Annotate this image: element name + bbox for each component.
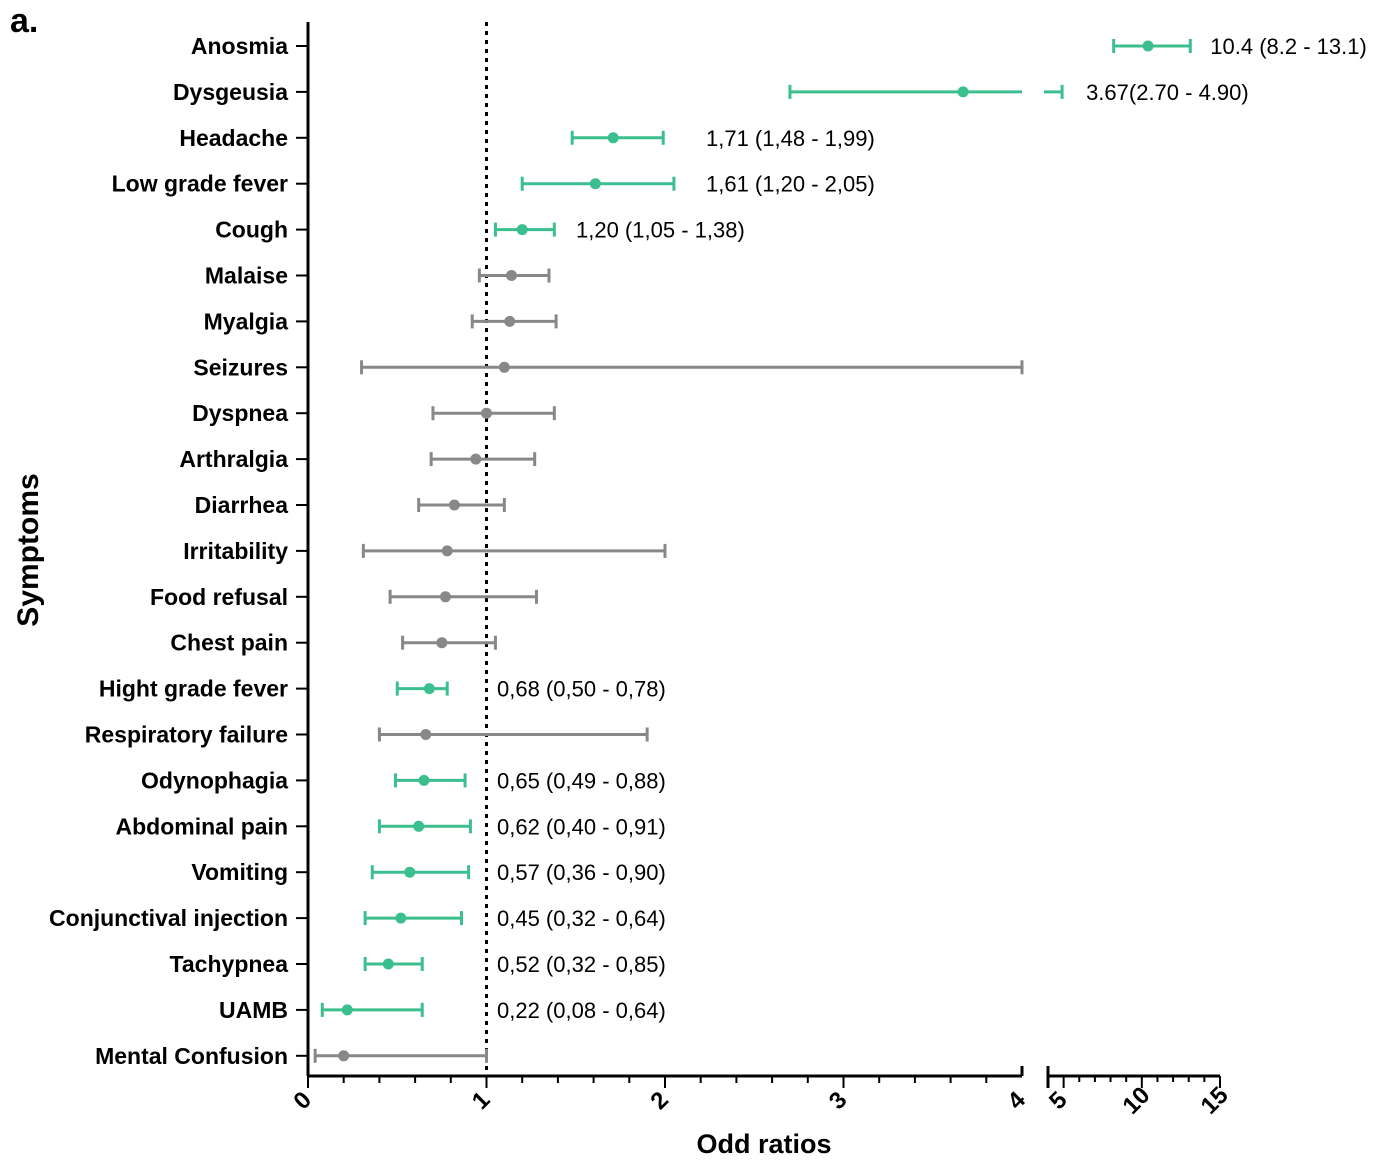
row-annotation: 10.4 (8.2 - 13.1) [1210, 34, 1367, 59]
row-label: Irritability [183, 538, 288, 564]
forest-row: UAMB 0,22 (0,08 - 0,64) [219, 997, 666, 1023]
forest-row: Hight grade fever 0,68 (0,50 - 0,78) [99, 676, 666, 702]
point-estimate [404, 866, 416, 878]
row-label: Headache [179, 125, 288, 151]
forest-row: Mental Confusion [95, 1043, 488, 1069]
forest-row: Respiratory failure [85, 722, 649, 748]
forest-row: Conjunctival injection 0,45 (0,32 - 0,64) [49, 905, 666, 931]
row-annotation: 1,20 (1,05 - 1,38) [576, 218, 745, 243]
x-tick-label: 2 [645, 1086, 674, 1115]
point-estimate [423, 683, 435, 695]
forest-row: Arthralgia [179, 446, 537, 472]
row-label: Tachypnea [170, 951, 289, 977]
row-label: Odynophagia [141, 767, 288, 793]
point-estimate [413, 820, 425, 832]
point-estimate [418, 774, 430, 786]
point-estimate [341, 1004, 353, 1016]
row-label: Conjunctival injection [49, 905, 288, 931]
point-estimate [441, 545, 453, 557]
row-annotation: 0,22 (0,08 - 0,64) [497, 998, 666, 1023]
row-annotation: 0,52 (0,32 - 0,85) [497, 952, 666, 977]
row-annotation: 1,71 (1,48 - 1,99) [706, 126, 875, 151]
forest-row: Seizures [193, 354, 1024, 380]
row-annotation: 0,65 (0,49 - 0,88) [497, 768, 666, 793]
row-label: Abdominal pain [116, 813, 289, 839]
y-axis-title: Symptoms [12, 473, 45, 626]
row-label: Respiratory failure [85, 722, 288, 748]
point-estimate [481, 407, 492, 419]
row-label: Cough [215, 217, 288, 243]
forest-row: Odynophagia 0,65 (0,49 - 0,88) [141, 767, 666, 793]
forest-row: Malaise [205, 263, 551, 289]
row-label: Chest pain [170, 630, 288, 656]
point-estimate [498, 361, 510, 373]
row-label: UAMB [219, 997, 288, 1023]
forest-row: Anosmia 10.4 (8.2 - 13.1) [191, 33, 1367, 59]
point-estimate [504, 315, 516, 327]
x-tick-label: 5 [1044, 1086, 1073, 1115]
row-label: Mental Confusion [95, 1043, 288, 1069]
point-estimate [470, 453, 482, 465]
point-estimate [516, 224, 528, 236]
row-annotation: 0,45 (0,32 - 0,64) [497, 906, 666, 931]
forest-row: Low grade fever 1,61 (1,20 - 2,05) [112, 171, 875, 197]
forest-row: Dysgeusia 3.67(2.70 - 4.90) [173, 79, 1249, 105]
x-tick-label: 0 [288, 1086, 317, 1115]
x-tick-label: 1 [467, 1086, 496, 1115]
row-label: Malaise [205, 263, 288, 289]
row-label: Food refusal [150, 584, 288, 610]
forest-row: Diarrhea [195, 492, 506, 518]
row-label: Dyspnea [192, 400, 288, 426]
point-estimate [448, 499, 460, 511]
forest-row: Food refusal [150, 584, 538, 610]
row-label: Myalgia [204, 308, 289, 334]
point-estimate [589, 178, 601, 190]
forest-row: Chest pain [170, 630, 497, 656]
forest-row: Tachypnea 0,52 (0,32 - 0,85) [170, 951, 666, 977]
point-estimate [439, 591, 451, 603]
point-estimate [505, 270, 517, 281]
forest-row: Headache 1,71 (1,48 - 1,99) [179, 125, 874, 151]
forest-row: Dyspnea [192, 400, 556, 426]
row-annotation: 0,62 (0,40 - 0,91) [497, 814, 666, 839]
point-estimate [382, 958, 394, 970]
row-label: Low grade fever [112, 171, 288, 197]
forest-row: Irritability [183, 538, 667, 564]
row-label: Seizures [193, 354, 288, 380]
row-label: Diarrhea [195, 492, 289, 518]
point-estimate [420, 729, 432, 740]
point-estimate [395, 912, 407, 924]
point-estimate [436, 637, 448, 649]
row-label: Anosmia [191, 33, 288, 59]
row-label: Vomiting [191, 859, 288, 885]
point-estimate [957, 86, 969, 98]
x-tick-label: 4 [1002, 1086, 1031, 1115]
row-label: Dysgeusia [173, 79, 288, 105]
row-annotation: 0,68 (0,50 - 0,78) [497, 677, 666, 702]
forest-row: Myalgia [204, 308, 558, 334]
point-estimate [338, 1050, 350, 1062]
row-label: Arthralgia [179, 446, 288, 472]
row-label: Hight grade fever [99, 676, 288, 702]
x-axis-title: Odd ratios [696, 1129, 831, 1159]
forest-row: Cough 1,20 (1,05 - 1,38) [215, 217, 745, 243]
x-tick-label: 3 [824, 1086, 853, 1115]
forest-row: Abdominal pain 0,62 (0,40 - 0,91) [116, 813, 666, 839]
point-estimate [1142, 40, 1154, 52]
point-estimate [607, 132, 619, 144]
forest-row: Vomiting 0,57 (0,36 - 0,90) [191, 859, 665, 885]
x-tick-label: 15 [1196, 1082, 1234, 1120]
x-tick-label: 10 [1118, 1082, 1156, 1120]
row-annotation: 1,61 (1,20 - 2,05) [706, 172, 875, 197]
panel-label: a. [10, 2, 39, 40]
row-annotation: 0,57 (0,36 - 0,90) [497, 860, 666, 885]
rows-layer: Anosmia 10.4 (8.2 - 13.1) Dysgeusia 3.67(2.… [49, 33, 1367, 1069]
row-annotation: 3.67(2.70 - 4.90) [1086, 80, 1249, 105]
